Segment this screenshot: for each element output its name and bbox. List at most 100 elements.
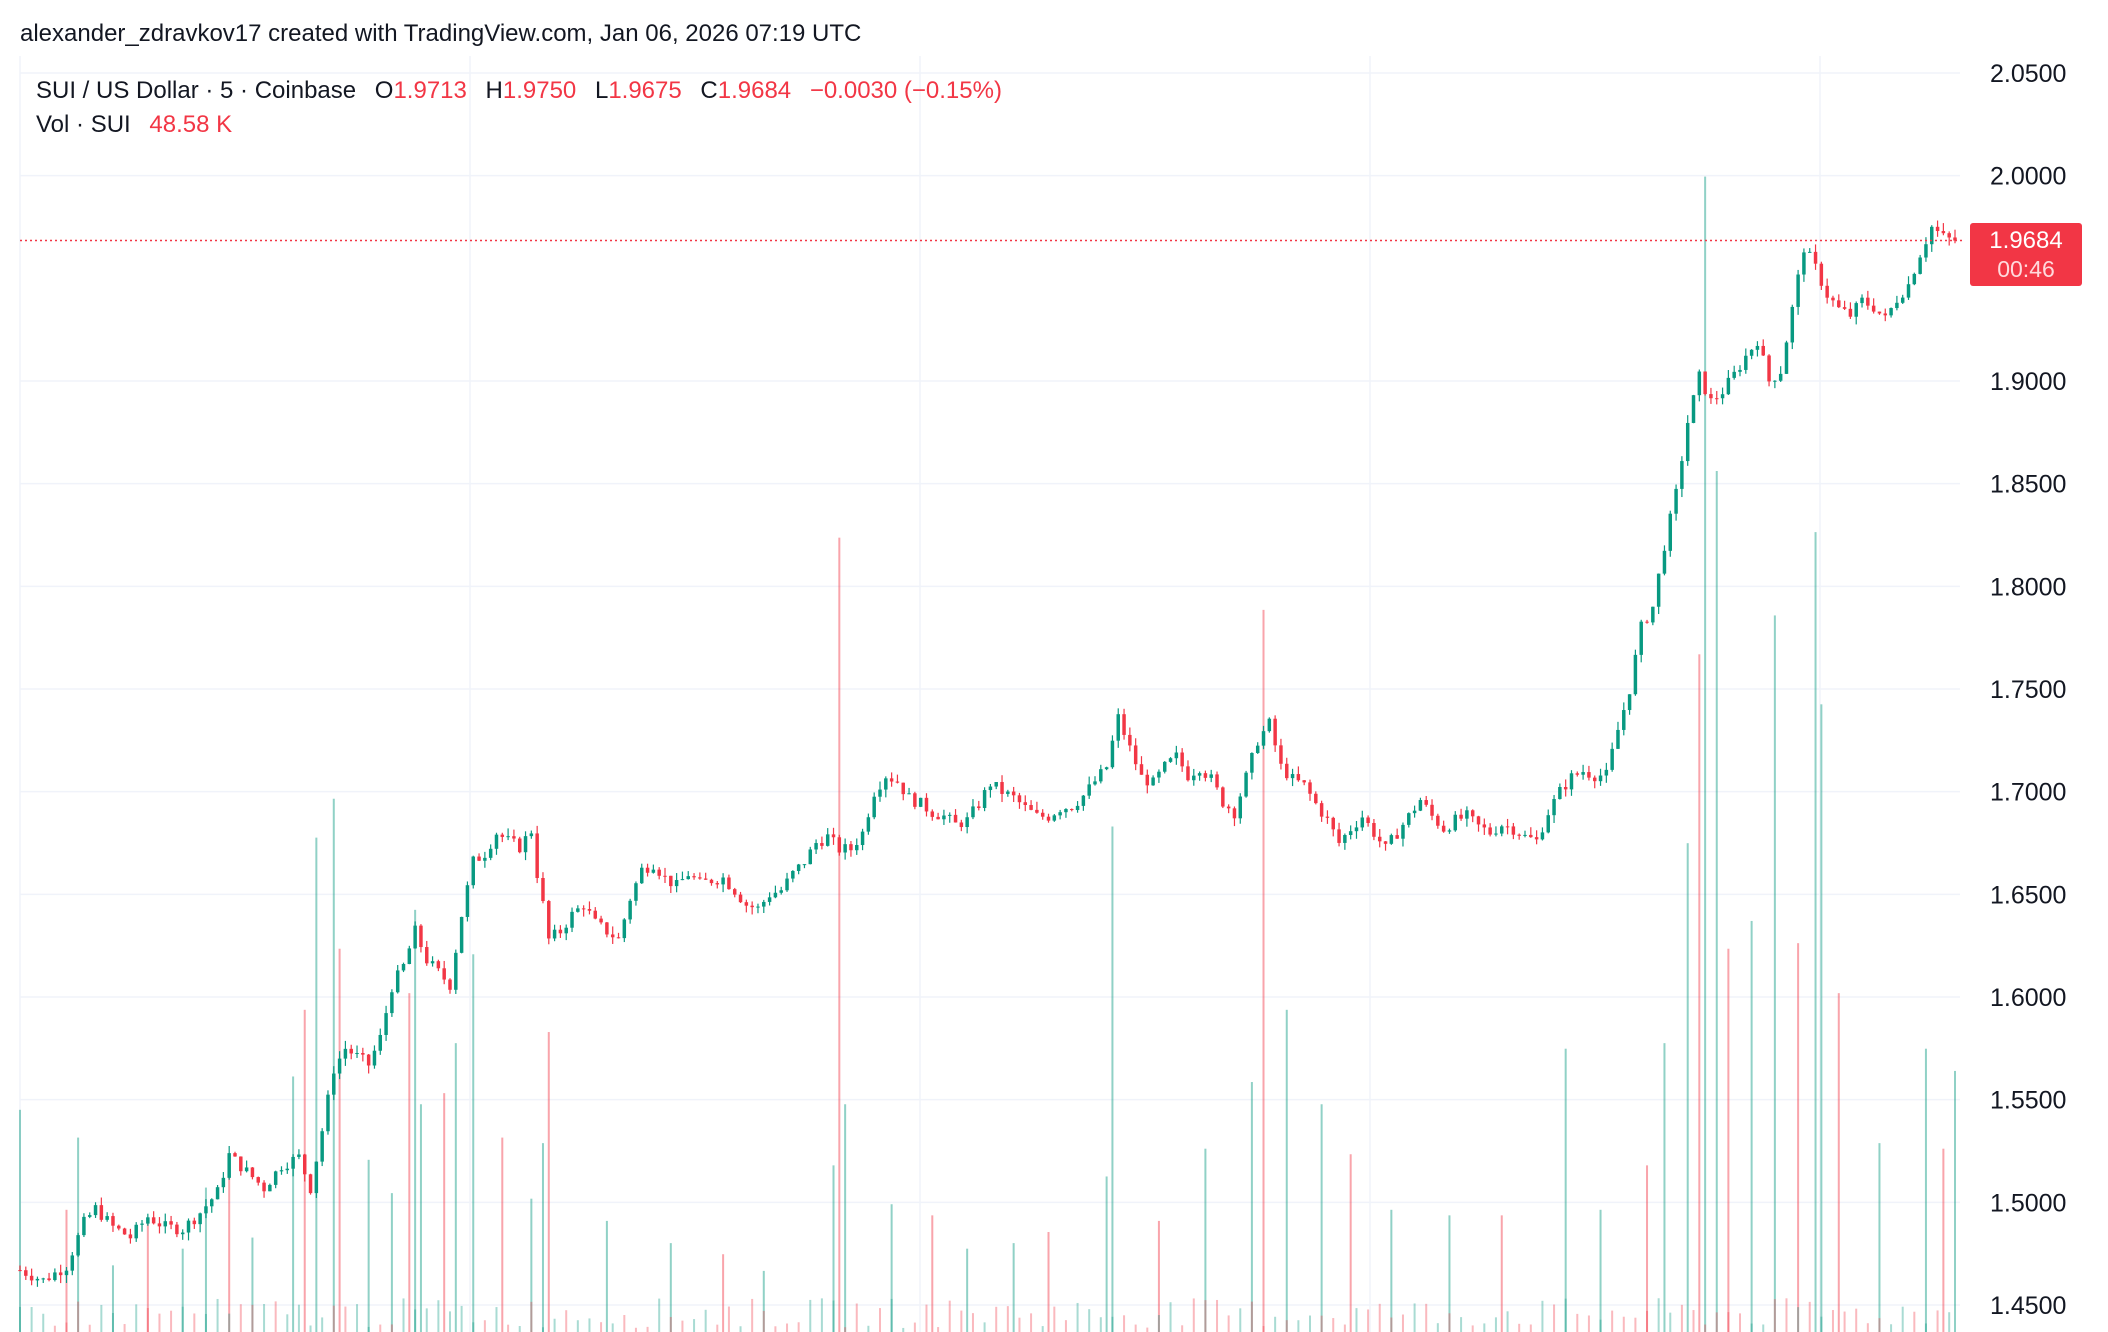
y-tick-label: 1.4500 xyxy=(1990,1292,2066,1320)
y-tick-label: 1.7500 xyxy=(1990,676,2066,704)
candle-body xyxy=(99,1205,104,1220)
candle xyxy=(413,921,417,949)
candle xyxy=(448,978,452,994)
candle xyxy=(1651,606,1655,626)
candle-body xyxy=(1244,772,1248,797)
candle-body xyxy=(1314,793,1318,804)
candle-body xyxy=(1482,824,1487,828)
candle-body xyxy=(878,789,882,797)
volume-bar xyxy=(1378,1303,1381,1332)
candle xyxy=(1680,456,1684,498)
candle xyxy=(1935,220,1940,237)
volume-bar xyxy=(1785,1298,1788,1332)
candle xyxy=(87,1212,92,1219)
candle xyxy=(1761,339,1765,357)
candle xyxy=(680,871,685,881)
candle xyxy=(1192,768,1196,786)
candle-body xyxy=(332,1073,336,1095)
candle-body xyxy=(1819,263,1824,286)
volume-bar xyxy=(1262,1326,1265,1332)
volume-bar xyxy=(1494,1317,1497,1332)
candle-body xyxy=(1052,815,1057,821)
candle-body xyxy=(1790,306,1795,343)
y-tick-label: 1.9000 xyxy=(1990,368,2066,396)
candle-body xyxy=(779,890,783,893)
candle-body xyxy=(1610,748,1614,770)
volume-bar xyxy=(1285,1009,1288,1332)
candle xyxy=(1465,806,1469,827)
volume-bar xyxy=(1954,1070,1956,1332)
volume-bar xyxy=(931,1215,934,1332)
candle xyxy=(814,839,818,854)
candle-body xyxy=(1552,799,1556,816)
candle-body xyxy=(1860,297,1864,304)
candle xyxy=(1842,300,1847,310)
candle-body xyxy=(1436,815,1440,826)
candle-body xyxy=(1203,773,1208,778)
volume-bar xyxy=(414,909,417,1332)
candle xyxy=(982,787,987,812)
candle-body xyxy=(215,1187,220,1200)
volume-bar xyxy=(88,1324,91,1332)
candle-body xyxy=(971,806,975,818)
candlesticks xyxy=(18,220,1957,1287)
candle xyxy=(703,872,708,880)
candle xyxy=(1482,818,1487,835)
candle-body xyxy=(401,964,406,971)
volume-bar xyxy=(30,1307,33,1332)
candle-body xyxy=(1197,773,1202,776)
candle xyxy=(436,959,441,972)
candle-body xyxy=(1418,800,1423,811)
candle-body xyxy=(1192,775,1196,781)
volume-bar xyxy=(1309,1315,1311,1332)
candle xyxy=(1064,808,1068,818)
candle-body xyxy=(76,1235,80,1256)
candle xyxy=(965,812,969,834)
candle-body xyxy=(140,1223,144,1225)
candle xyxy=(843,838,847,860)
volume-bar xyxy=(1657,1298,1660,1332)
candle-body xyxy=(640,867,644,884)
candle-body xyxy=(117,1225,121,1229)
candle-body xyxy=(593,910,598,919)
candle-body xyxy=(1645,621,1649,623)
candle-body xyxy=(744,902,749,906)
volume-label[interactable]: Vol · SUI xyxy=(36,111,131,138)
candle xyxy=(762,899,766,914)
candle xyxy=(471,855,475,889)
candle xyxy=(1052,814,1057,822)
candle-body xyxy=(1633,654,1638,695)
candle xyxy=(1261,725,1266,750)
candle xyxy=(1726,370,1731,395)
candle-body xyxy=(1441,825,1446,832)
volume-bar xyxy=(437,1300,440,1332)
candle-body xyxy=(913,793,917,807)
symbol-title[interactable]: SUI / US Dollar · 5 · Coinbase xyxy=(36,77,357,104)
candle-body xyxy=(663,875,667,877)
volume-bar xyxy=(1355,1308,1358,1332)
candle-body xyxy=(1511,826,1516,835)
volume-bar xyxy=(204,1187,207,1332)
volume-bar xyxy=(1727,948,1730,1332)
candle xyxy=(1070,808,1074,812)
volume-bar xyxy=(1553,1304,1556,1332)
y-tick-label: 1.6000 xyxy=(1990,984,2066,1012)
candle-body xyxy=(297,1154,301,1157)
candle-body xyxy=(872,796,876,818)
candle-body xyxy=(395,970,400,993)
candle xyxy=(808,846,813,865)
candle xyxy=(1035,801,1039,814)
volume-bar xyxy=(669,1316,672,1332)
volume-bar xyxy=(1332,1318,1335,1332)
candle xyxy=(1930,225,1934,252)
candle-body xyxy=(901,782,905,795)
candle xyxy=(930,809,935,821)
volume-bar xyxy=(1878,1143,1881,1332)
volume-bar xyxy=(1715,1312,1718,1332)
candle xyxy=(1709,387,1713,404)
candle-body xyxy=(244,1167,249,1172)
candle-body xyxy=(1540,832,1545,840)
candle-body xyxy=(977,806,981,808)
